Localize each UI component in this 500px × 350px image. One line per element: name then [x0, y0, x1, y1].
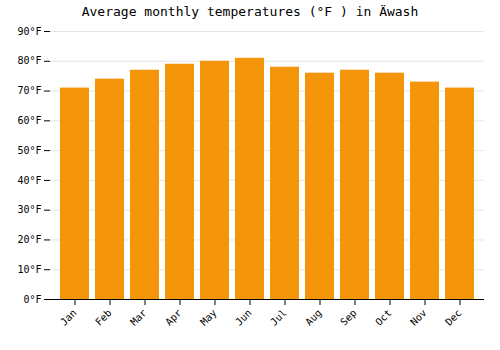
- svg-text:Aug: Aug: [303, 307, 324, 328]
- svg-text:60°F: 60°F: [17, 115, 41, 126]
- svg-text:Jun: Jun: [233, 307, 254, 328]
- svg-text:Jan: Jan: [58, 307, 79, 328]
- svg-text:Mar: Mar: [128, 307, 149, 328]
- svg-text:0°F: 0°F: [23, 294, 41, 305]
- svg-text:Oct: Oct: [373, 307, 394, 328]
- svg-text:40°F: 40°F: [17, 175, 41, 186]
- svg-text:Dec: Dec: [443, 307, 464, 328]
- svg-text:Feb: Feb: [93, 307, 114, 328]
- svg-text:70°F: 70°F: [17, 85, 41, 96]
- svg-text:Sep: Sep: [338, 307, 359, 328]
- svg-text:10°F: 10°F: [17, 264, 41, 275]
- svg-text:Apr: Apr: [163, 307, 184, 328]
- svg-text:30°F: 30°F: [17, 204, 41, 215]
- svg-text:Jul: Jul: [268, 307, 289, 328]
- html-text:Average monthly temperatures (: Average monthly temperatures (°F ) in Ä​…: [81, 4, 419, 19]
- svg-text:May: May: [198, 307, 219, 328]
- svg-text:80°F: 80°F: [17, 55, 41, 66]
- svg-text:Nov: Nov: [408, 307, 429, 328]
- svg-text:20°F: 20°F: [17, 234, 41, 245]
- svg-text:50°F: 50°F: [17, 145, 41, 156]
- svg-text:90°F: 90°F: [17, 26, 41, 37]
